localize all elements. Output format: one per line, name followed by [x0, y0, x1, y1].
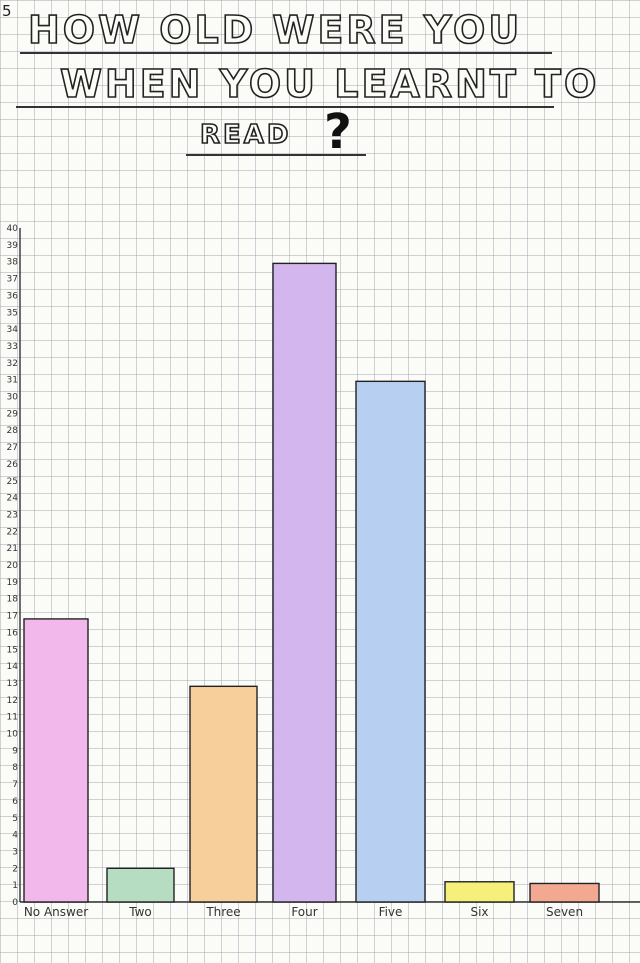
y-tick-label: 39	[7, 241, 19, 251]
y-tick-label: 12	[7, 696, 18, 706]
bar	[106, 867, 175, 903]
chart-title-line-1: How Old Were You	[27, 7, 523, 53]
y-tick-label: 37	[7, 275, 18, 285]
y-tick-label: 15	[7, 645, 18, 655]
x-category-label: Three	[205, 905, 240, 919]
y-tick-label: 36	[7, 291, 19, 301]
y-tick-label: 26	[7, 460, 19, 470]
y-tick-label: 40	[7, 224, 19, 234]
y-tick-label: 22	[7, 527, 18, 537]
y-tick-label: 25	[7, 477, 18, 487]
y-tick-label: 34	[7, 325, 19, 335]
title-underline-2	[16, 106, 554, 108]
x-category-label: Five	[379, 905, 403, 919]
y-tick-label: 21	[7, 544, 18, 554]
y-tick-label: 6	[12, 797, 18, 807]
y-tick-label: 20	[7, 561, 19, 571]
bar	[272, 262, 337, 903]
y-tick-label: 29	[7, 409, 19, 419]
y-tick-label: 7	[12, 780, 18, 790]
y-tick-label: 28	[7, 426, 19, 436]
y-tick-label: 3	[12, 847, 18, 857]
y-tick-label: 16	[7, 628, 19, 638]
title-underline-1	[20, 52, 552, 54]
y-tick-label: 0	[12, 898, 18, 908]
y-tick-label: 18	[7, 595, 19, 605]
bar	[444, 881, 515, 903]
bar	[189, 685, 258, 903]
y-tick-label: 8	[12, 763, 18, 773]
x-category-label: Two	[128, 905, 152, 919]
chart-title-line-2: When You Learnt To	[59, 61, 600, 107]
page-number: 5	[2, 2, 12, 20]
title-underline-3	[186, 154, 366, 156]
y-tick-label: 1	[12, 881, 18, 891]
x-category-label: No Answer	[24, 905, 88, 919]
chart-title-line-3: Read	[199, 119, 292, 151]
y-tick-label: 10	[7, 730, 19, 740]
bar	[355, 380, 426, 903]
y-tick-label: 5	[12, 814, 18, 824]
y-tick-label: 4	[12, 831, 18, 841]
y-tick-label: 23	[7, 510, 18, 520]
x-category-label: Seven	[546, 905, 583, 919]
x-category-label: Four	[291, 905, 317, 919]
question-mark: ?	[324, 104, 352, 160]
y-tick-label: 33	[7, 342, 18, 352]
bar	[529, 882, 600, 903]
y-tick-label: 31	[7, 376, 18, 386]
y-tick-label: 17	[7, 612, 18, 622]
y-tick-label: 38	[7, 258, 19, 268]
y-tick-label: 30	[7, 393, 19, 403]
y-tick-label: 9	[12, 746, 18, 756]
y-tick-label: 24	[7, 494, 19, 504]
bar	[23, 618, 89, 903]
y-tick-label: 14	[7, 662, 19, 672]
y-tick-label: 19	[7, 578, 19, 588]
y-tick-label: 13	[7, 679, 18, 689]
y-tick-label: 32	[7, 359, 18, 369]
y-tick-label: 27	[7, 443, 18, 453]
y-tick-label: 2	[12, 864, 18, 874]
y-tick-label: 11	[7, 713, 18, 723]
x-category-label: Six	[470, 905, 488, 919]
y-tick-label: 35	[7, 308, 18, 318]
